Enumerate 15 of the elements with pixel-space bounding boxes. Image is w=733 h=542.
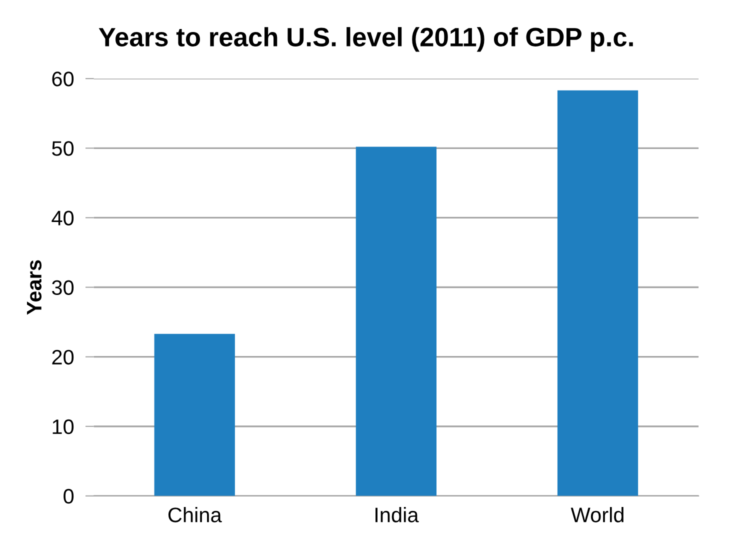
y-tick-label: 50	[52, 141, 74, 156]
y-axis-title: Years	[27, 260, 42, 315]
bar	[557, 90, 638, 496]
y-tick-label: 60	[52, 72, 74, 86]
y-tick-label: 10	[52, 419, 74, 434]
x-tick-label: India	[376, 507, 419, 522]
bar	[154, 334, 235, 496]
y-tick-label: 30	[52, 280, 74, 296]
x-tick-label: China	[168, 507, 222, 522]
y-tick-label: 20	[52, 350, 74, 365]
y-tick-label: 0	[64, 488, 74, 504]
x-tick-label: World	[570, 507, 624, 522]
bar	[356, 146, 436, 496]
y-tick-label: 40	[52, 210, 74, 226]
chart-title: Years to reach U.S. level (2011) of GDP p.c.	[98, 27, 633, 52]
